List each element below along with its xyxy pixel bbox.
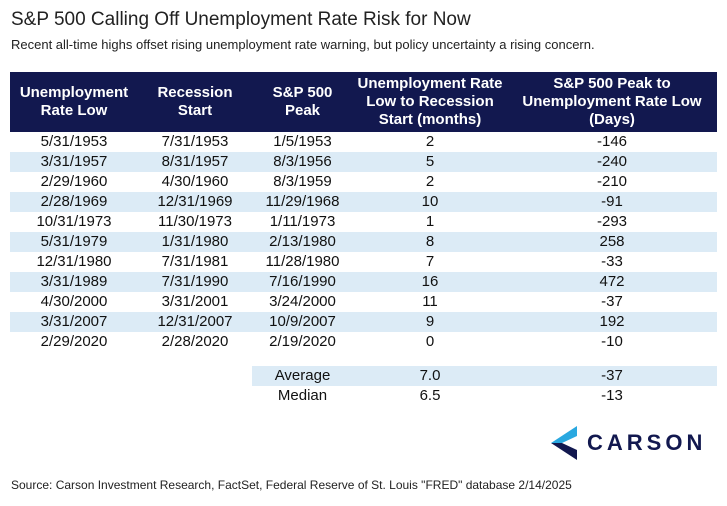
cell-unemployment-low: 2/29/1960: [40, 173, 108, 190]
cell-sp500-peak: 7/16/1990: [252, 272, 353, 292]
cell-recession-start: 12/31/2007: [138, 312, 252, 332]
table-row: 4/30/2000 3/31/2001 3/24/2000 11 -37: [10, 292, 717, 312]
table-row: 10/31/1973 11/30/1973 1/11/1973 1 -293: [10, 212, 717, 232]
header-recession-start: Recession Start: [138, 72, 252, 132]
cell-sp500-peak: 1/5/1953: [273, 133, 332, 150]
cell-days: -37: [601, 293, 623, 310]
cell-unemployment-low: 3/31/2007: [10, 312, 138, 332]
cell-recession-start: 1/31/1980: [138, 232, 252, 252]
cell-sp500-peak: 8/3/1956: [252, 152, 353, 172]
header-sp500-peak: S&P 500 Peak: [252, 72, 353, 132]
cell-days: 192: [507, 312, 717, 332]
page-title: S&P 500 Calling Off Unemployment Rate Ri…: [11, 9, 471, 30]
cell-months: 16: [353, 272, 507, 292]
average-row: Average 7.0 -37: [10, 366, 717, 386]
cell-sp500-peak: 2/13/1980: [252, 232, 353, 252]
cell-recession-start: 7/31/1981: [161, 253, 229, 270]
median-row: Median 6.5 -13: [10, 386, 717, 406]
cell-unemployment-low: 4/30/2000: [40, 293, 108, 310]
cell-sp500-peak: 8/3/1959: [273, 173, 332, 190]
carson-logo: CARSON: [551, 426, 706, 460]
cell-months: 1: [425, 213, 435, 230]
cell-recession-start: 7/31/1990: [138, 272, 252, 292]
cell-months: 9: [353, 312, 507, 332]
table-row: 2/28/1969 12/31/1969 11/29/1968 10 -91: [10, 192, 717, 212]
cell-unemployment-low: 3/31/1957: [10, 152, 138, 172]
page-subtitle: Recent all-time highs offset rising unem…: [11, 37, 595, 52]
cell-days: -240: [507, 152, 717, 172]
cell-unemployment-low: 10/31/1973: [36, 213, 112, 230]
cell-months: 7: [425, 253, 435, 270]
cell-months: 2: [425, 133, 435, 150]
cell-days: -210: [596, 173, 628, 190]
cell-months: 8: [353, 232, 507, 252]
cell-sp500-peak: 3/24/2000: [269, 293, 336, 310]
cell-months: 5: [353, 152, 507, 172]
cell-recession-start: 2/28/2020: [161, 333, 229, 350]
average-days: -37: [507, 366, 717, 386]
cell-unemployment-low: 5/31/1979: [10, 232, 138, 252]
table-row: 3/31/2007 12/31/2007 10/9/2007 9 192: [10, 312, 717, 332]
header-months: Unemployment Rate Low to Recession Start…: [353, 72, 507, 132]
cell-sp500-peak: 1/11/1973: [269, 213, 336, 230]
cell-unemployment-low: 12/31/1980: [36, 253, 112, 270]
table-row: 3/31/1989 7/31/1990 7/16/1990 16 472: [10, 272, 717, 292]
median-label: Median: [277, 387, 328, 404]
table-row: 2/29/1960 4/30/1960 8/3/1959 2 -210: [10, 172, 717, 192]
table-row: 2/29/2020 2/28/2020 2/19/2020 0 -10: [10, 332, 717, 352]
cell-recession-start: 4/30/1960: [161, 173, 229, 190]
table-row: 3/31/1957 8/31/1957 8/3/1956 5 -240: [10, 152, 717, 172]
carson-logo-icon: [551, 426, 577, 460]
source-note: Source: Carson Investment Research, Fact…: [11, 478, 572, 492]
cell-recession-start: 8/31/1957: [138, 152, 252, 172]
cell-days: 472: [507, 272, 717, 292]
recession-table: Unemployment Rate Low Recession Start S&…: [10, 72, 717, 406]
cell-recession-start: 11/30/1973: [158, 213, 232, 230]
spacer-row: [10, 352, 717, 366]
cell-recession-start: 12/31/1969: [138, 192, 252, 212]
cell-recession-start: 7/31/1953: [161, 133, 229, 150]
table-row: 5/31/1953 7/31/1953 1/5/1953 2 -146: [10, 132, 717, 152]
median-months: 6.5: [419, 387, 441, 404]
cell-days: -10: [601, 333, 623, 350]
cell-sp500-peak: 10/9/2007: [252, 312, 353, 332]
cell-months: 11: [422, 293, 438, 310]
header-unemployment-rate-low: Unemployment Rate Low: [10, 72, 138, 132]
cell-days: -33: [601, 253, 623, 270]
cell-months: 0: [425, 333, 435, 350]
header-row: Unemployment Rate Low Recession Start S&…: [10, 72, 717, 132]
cell-unemployment-low: 2/29/2020: [40, 333, 108, 350]
average-months: 7.0: [353, 366, 507, 386]
cell-days: -293: [596, 213, 628, 230]
cell-months: 2: [425, 173, 435, 190]
cell-sp500-peak: 2/19/2020: [269, 333, 336, 350]
table-row: 12/31/1980 7/31/1981 11/28/1980 7 -33: [10, 252, 717, 272]
cell-unemployment-low: 3/31/1989: [10, 272, 138, 292]
median-days: -13: [601, 387, 623, 404]
cell-days: 258: [507, 232, 717, 252]
cell-months: 10: [353, 192, 507, 212]
header-days: S&P 500 Peak to Unemployment Rate Low (D…: [507, 72, 717, 132]
cell-days: -91: [507, 192, 717, 212]
cell-recession-start: 3/31/2001: [161, 293, 229, 310]
carson-logo-text: CARSON: [587, 430, 707, 455]
average-label: Average: [252, 366, 353, 386]
cell-unemployment-low: 2/28/1969: [10, 192, 138, 212]
cell-days: -146: [596, 133, 628, 150]
cell-sp500-peak: 11/29/1968: [252, 192, 353, 212]
cell-unemployment-low: 5/31/1953: [40, 133, 108, 150]
cell-sp500-peak: 11/28/1980: [265, 253, 340, 270]
table-row: 5/31/1979 1/31/1980 2/13/1980 8 258: [10, 232, 717, 252]
